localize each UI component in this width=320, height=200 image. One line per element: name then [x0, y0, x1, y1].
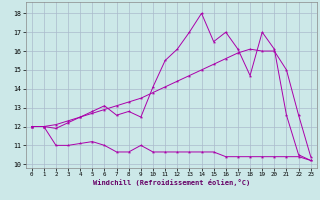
X-axis label: Windchill (Refroidissement éolien,°C): Windchill (Refroidissement éolien,°C) — [92, 179, 250, 186]
